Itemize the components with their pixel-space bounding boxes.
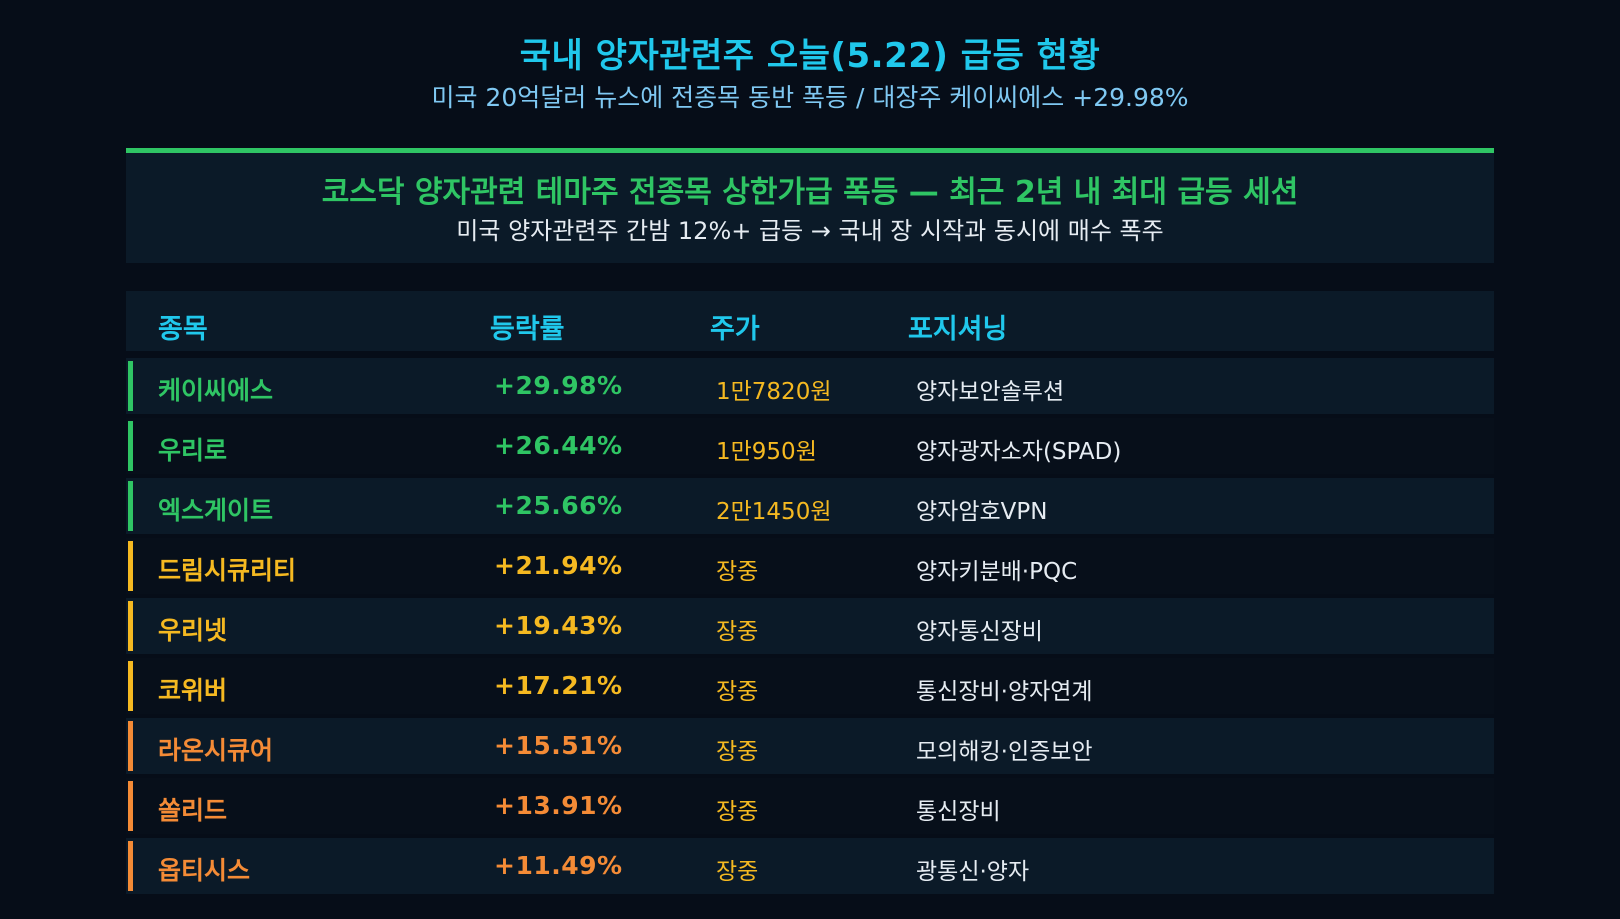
header-name: 종목: [158, 314, 208, 345]
change-rate: +26.44%: [494, 431, 623, 460]
table-row: 라온시큐어 +15.51% 장중 모의해킹·인증보안: [126, 718, 1494, 774]
positioning: 양자암호VPN: [916, 499, 1048, 525]
page-title: 국내 양자관련주 오늘(5.22) 급등 현황: [519, 36, 1101, 76]
row-accent-bar: [128, 541, 133, 591]
change-rate: +17.21%: [494, 671, 623, 700]
stock-price: 장중: [716, 739, 759, 765]
table-row: 케이씨에스 +29.98% 1만7820원 양자보안솔루션: [126, 358, 1494, 414]
stock-price: 1만950원: [716, 439, 817, 465]
positioning: 양자보안솔루션: [916, 379, 1065, 405]
change-rate: +25.66%: [494, 491, 623, 520]
table-row: 코위버 +17.21% 장중 통신장비·양자연계: [126, 658, 1494, 714]
positioning: 통신장비: [916, 799, 1001, 825]
stock-name: 드림시큐리티: [158, 556, 297, 585]
stock-name: 옵티시스: [158, 856, 251, 885]
row-accent-bar: [128, 841, 133, 891]
stock-name: 라온시큐어: [158, 736, 274, 765]
stock-price: 1만7820원: [716, 379, 832, 405]
stock-price: 2만1450원: [716, 499, 832, 525]
stock-price: 장중: [716, 799, 759, 825]
positioning: 광통신·양자: [916, 859, 1030, 885]
row-accent-bar: [128, 421, 133, 471]
change-rate: +13.91%: [494, 791, 623, 820]
stock-price: 장중: [716, 859, 759, 885]
table-row: 엑스게이트 +25.66% 2만1450원 양자암호VPN: [126, 478, 1494, 534]
positioning: 양자통신장비: [916, 619, 1043, 645]
header-price: 주가: [710, 314, 760, 345]
row-accent-bar: [128, 721, 133, 771]
table-row: 쏠리드 +13.91% 장중 통신장비: [126, 778, 1494, 834]
row-accent-bar: [128, 481, 133, 531]
stock-name: 케이씨에스: [158, 376, 274, 405]
table-row: 우리로 +26.44% 1만950원 양자광자소자(SPAD): [126, 418, 1494, 474]
table-row: 드림시큐리티 +21.94% 장중 양자키분배·PQC: [126, 538, 1494, 594]
positioning: 양자광자소자(SPAD): [916, 439, 1122, 465]
stock-name: 엑스게이트: [158, 496, 274, 525]
headline-banner: 코스닥 양자관련 테마주 전종목 상한가급 폭등 — 최근 2년 내 최대 급등…: [126, 148, 1494, 263]
stock-price: 장중: [716, 559, 759, 585]
change-rate: +29.98%: [494, 371, 623, 400]
header-position: 포지셔닝: [908, 314, 1008, 345]
change-rate: +21.94%: [494, 551, 623, 580]
stock-name: 쏠리드: [158, 796, 228, 825]
banner-title: 코스닥 양자관련 테마주 전종목 상한가급 폭등 — 최근 2년 내 최대 급등…: [321, 175, 1299, 210]
row-accent-bar: [128, 361, 133, 411]
positioning: 통신장비·양자연계: [916, 679, 1093, 705]
stock-price: 장중: [716, 619, 759, 645]
row-accent-bar: [128, 781, 133, 831]
header-rate: 등락률: [490, 314, 565, 345]
positioning: 모의해킹·인증보안: [916, 739, 1093, 765]
table-header: 종목 등락률 주가 포지셔닝: [126, 291, 1494, 351]
stock-name: 코위버: [158, 676, 228, 705]
change-rate: +19.43%: [494, 611, 623, 640]
stock-table: 종목 등락률 주가 포지셔닝 케이씨에스 +29.98% 1만7820원 양자보안솔루…: [126, 291, 1494, 898]
table-row: 옵티시스 +11.49% 장중 광통신·양자: [126, 838, 1494, 894]
change-rate: +15.51%: [494, 731, 623, 760]
stock-name: 우리로: [158, 436, 228, 465]
positioning: 양자키분배·PQC: [916, 559, 1078, 585]
stock-name: 우리넷: [158, 616, 228, 645]
table-row: 우리넷 +19.43% 장중 양자통신장비: [126, 598, 1494, 654]
stock-price: 장중: [716, 679, 759, 705]
row-accent-bar: [128, 601, 133, 651]
banner-subtitle: 미국 양자관련주 간밤 12%+ 급등 → 국내 장 시작과 동시에 매수 폭주: [456, 217, 1164, 245]
change-rate: +11.49%: [494, 851, 623, 880]
page-subtitle: 미국 20억달러 뉴스에 전종목 동반 폭등 / 대장주 케이씨에스 +29.9…: [431, 83, 1189, 112]
row-accent-bar: [128, 661, 133, 711]
